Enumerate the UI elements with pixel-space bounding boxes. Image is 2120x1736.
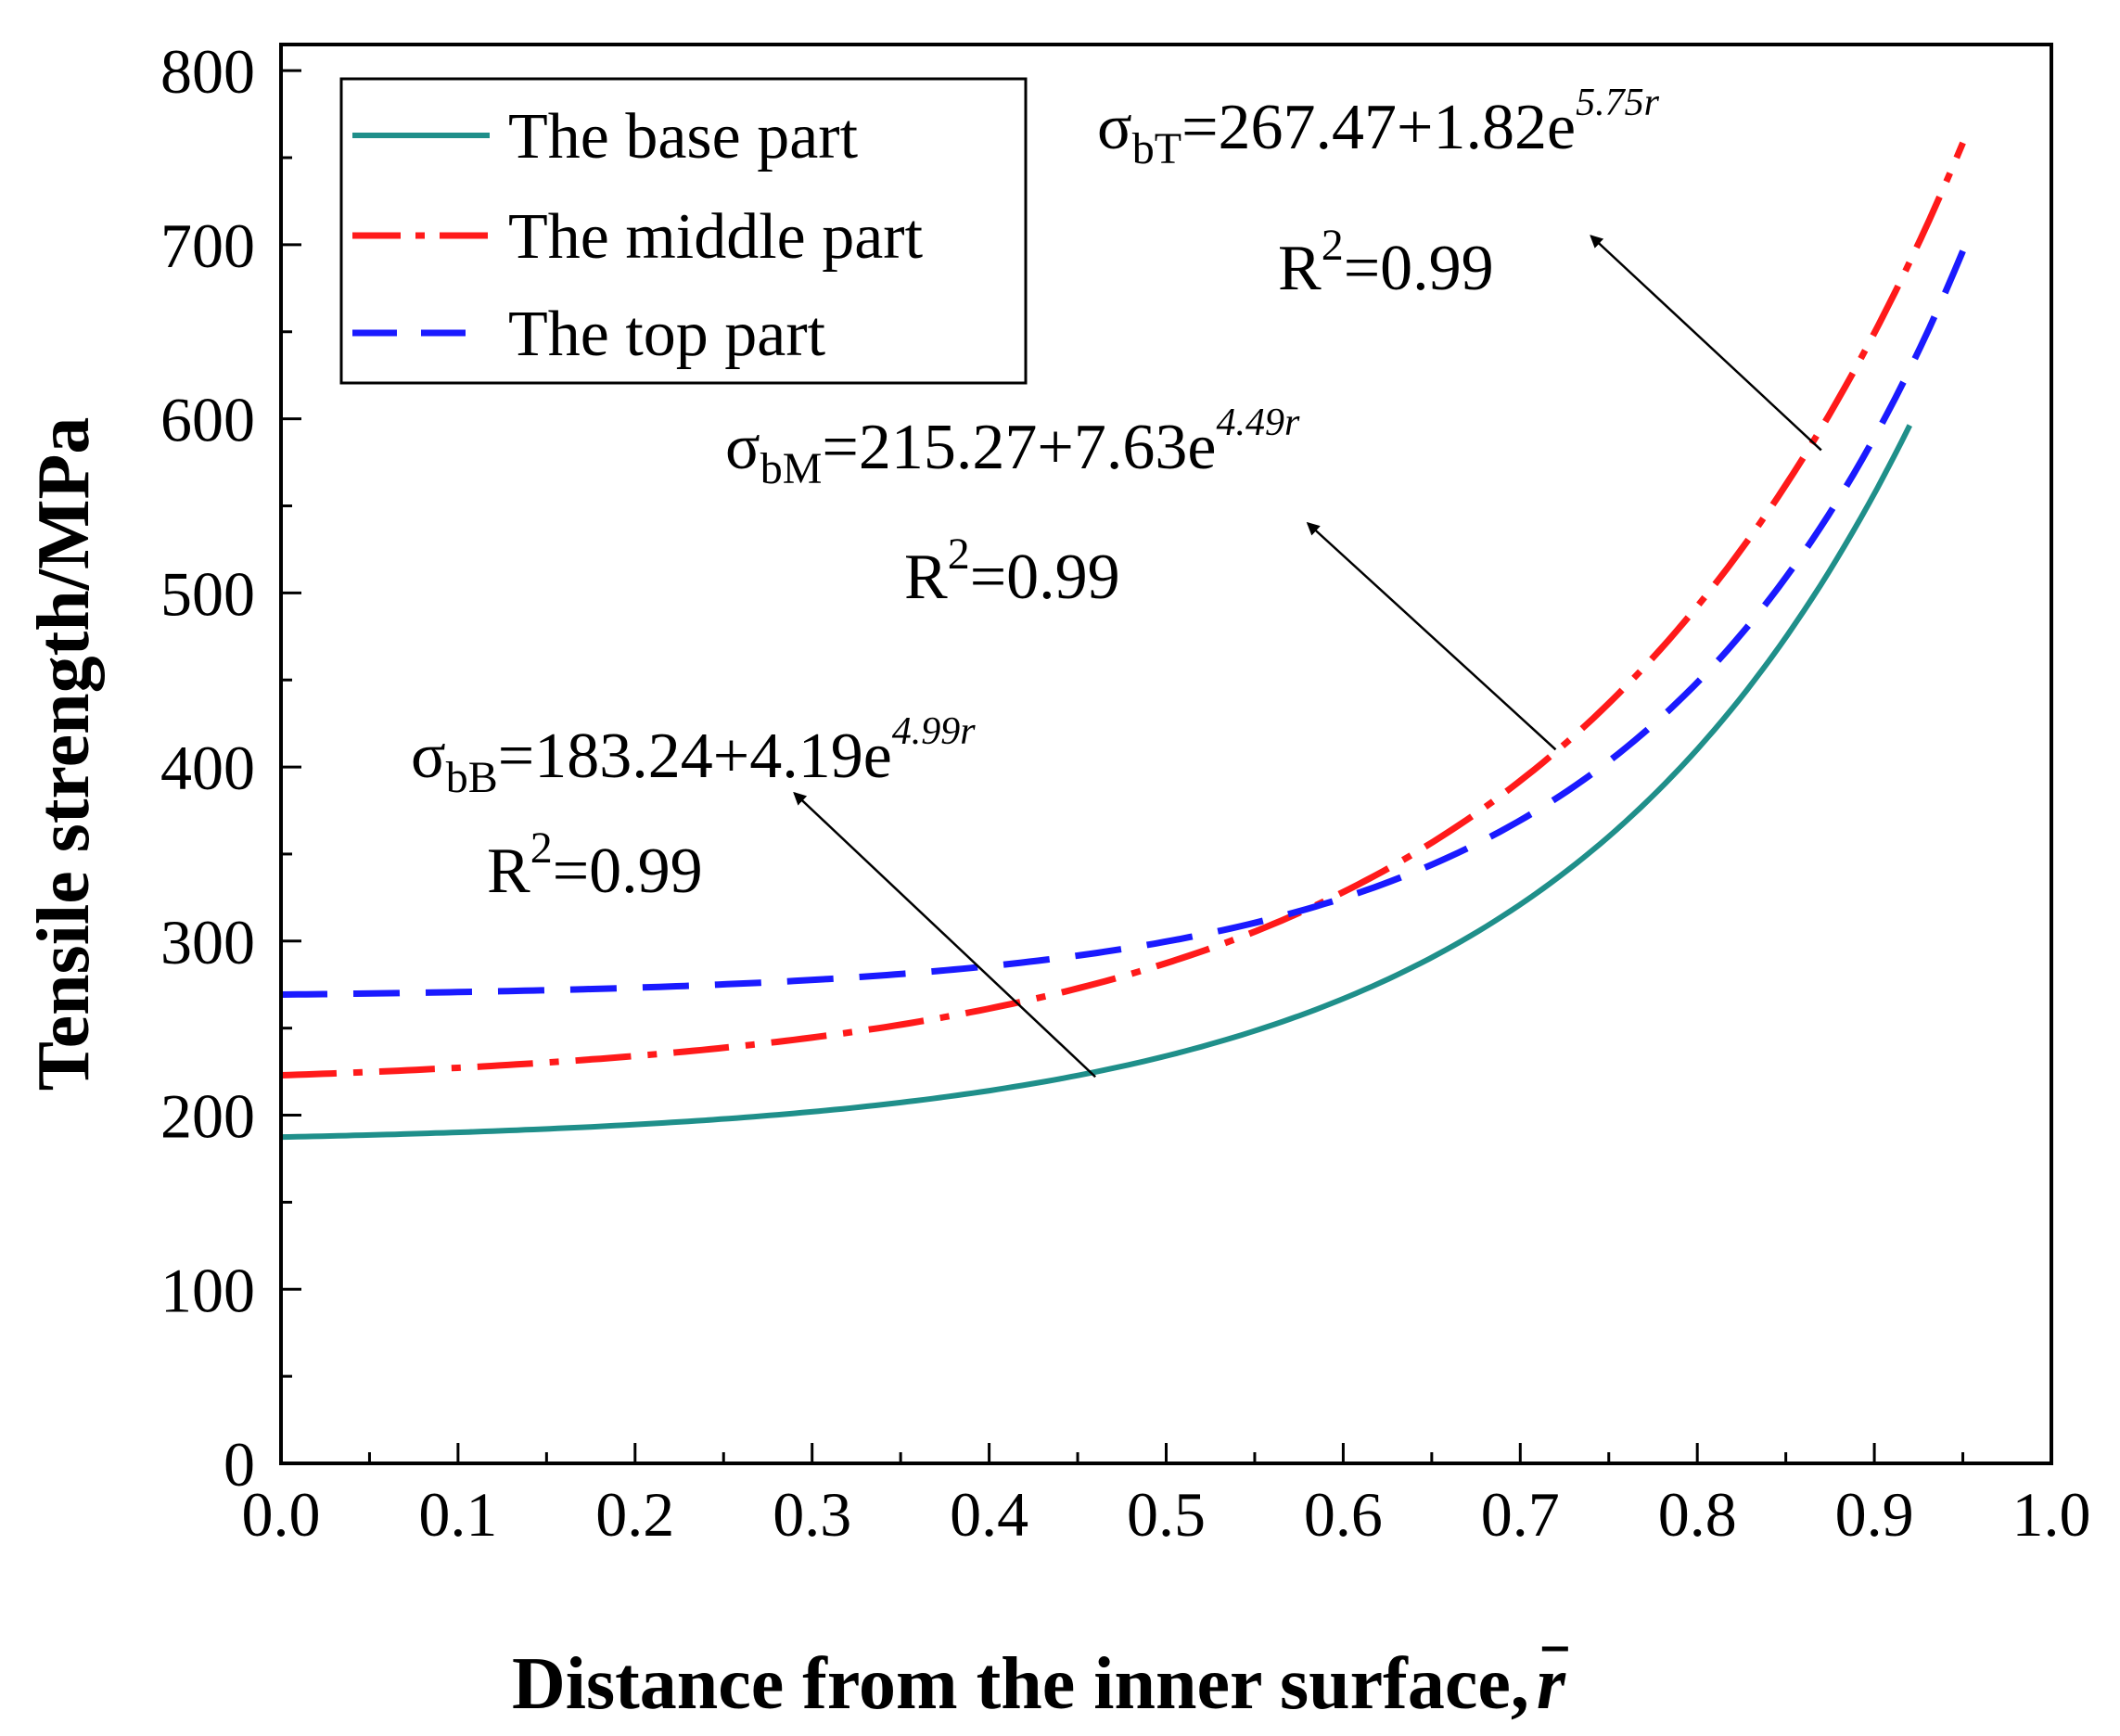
annotation-arrow-base bbox=[793, 791, 1096, 1079]
series-line-top bbox=[280, 249, 1966, 998]
legend-label-base: The base part bbox=[508, 101, 859, 172]
x-tick-label: 1.0 bbox=[2012, 1479, 2091, 1550]
y-tick-label: 100 bbox=[160, 1255, 255, 1325]
x-axis-title-text: Distance from the inner surface, bbox=[512, 1643, 1529, 1725]
axis-ticks: 0.0 0.1 0.2 0.3 0.4 0.5 0.6 0.7 0.8 0.9 1.0 0 100 200… bbox=[160, 36, 2091, 1550]
x-tick-label: 0.7 bbox=[1481, 1479, 1560, 1550]
annotation-arrow-middle bbox=[1306, 521, 1557, 751]
y-tick-label: 500 bbox=[160, 558, 255, 629]
annotation-formula-middle: σbM=215.27+7.63e4.49r bbox=[725, 402, 1300, 493]
annotation-arrow-top bbox=[1590, 235, 1822, 452]
legend-label-middle: The middle part bbox=[508, 201, 924, 273]
y-tick-label: 800 bbox=[160, 36, 255, 107]
legend-label-top: The top part bbox=[508, 299, 826, 370]
legend: The base part The middle part The top pa… bbox=[339, 77, 1028, 385]
annotation-top: σbT=267.47+1.82e5.75r R2=0.99 bbox=[1097, 82, 1822, 452]
series-line-base bbox=[280, 424, 1912, 1141]
x-tick-label: 0.4 bbox=[950, 1479, 1028, 1550]
y-axis-title: Tensile strength/MPa bbox=[23, 417, 105, 1091]
x-tick-label: 0.0 bbox=[242, 1479, 321, 1550]
annotation-formula-base: σbB=183.24+4.19e4.99r bbox=[411, 710, 976, 802]
annotation-r2-middle: R2=0.99 bbox=[904, 530, 1120, 613]
x-tick-label: 0.1 bbox=[418, 1479, 497, 1550]
x-tick-label: 0.6 bbox=[1304, 1479, 1383, 1550]
y-tick-label: 600 bbox=[160, 385, 255, 455]
y-tick-label: 700 bbox=[160, 211, 255, 281]
x-tick-label: 0.3 bbox=[773, 1479, 851, 1550]
annotation-middle: σbM=215.27+7.63e4.49r R2=0.99 bbox=[725, 402, 1557, 751]
series-layer bbox=[280, 141, 1966, 1141]
x-axis-title-symbol: r bbox=[1537, 1643, 1566, 1725]
x-tick-label: 0.9 bbox=[1835, 1479, 1914, 1550]
y-tick-label: 0 bbox=[223, 1429, 255, 1500]
annotation-r2-base: R2=0.99 bbox=[487, 823, 703, 907]
series-line-middle bbox=[280, 141, 1966, 1079]
annotation-r2-top: R2=0.99 bbox=[1278, 221, 1494, 304]
y-tick-label: 300 bbox=[160, 907, 255, 977]
x-tick-label: 0.2 bbox=[595, 1479, 674, 1550]
x-tick-label: 0.5 bbox=[1127, 1479, 1206, 1550]
annotation-base: σbB=183.24+4.19e4.99r R2=0.99 bbox=[411, 710, 1096, 1079]
x-tick-label: 0.8 bbox=[1658, 1479, 1737, 1550]
y-tick-label: 400 bbox=[160, 733, 255, 803]
annotation-formula-top: σbT=267.47+1.82e5.75r bbox=[1097, 82, 1660, 173]
y-tick-label: 200 bbox=[160, 1081, 255, 1152]
annotations: σbT=267.47+1.82e5.75rR2=0.99σbM=215.27+7… bbox=[411, 82, 1822, 1079]
x-axis-title: Distance from the inner surface, r bbox=[512, 1643, 1566, 1725]
